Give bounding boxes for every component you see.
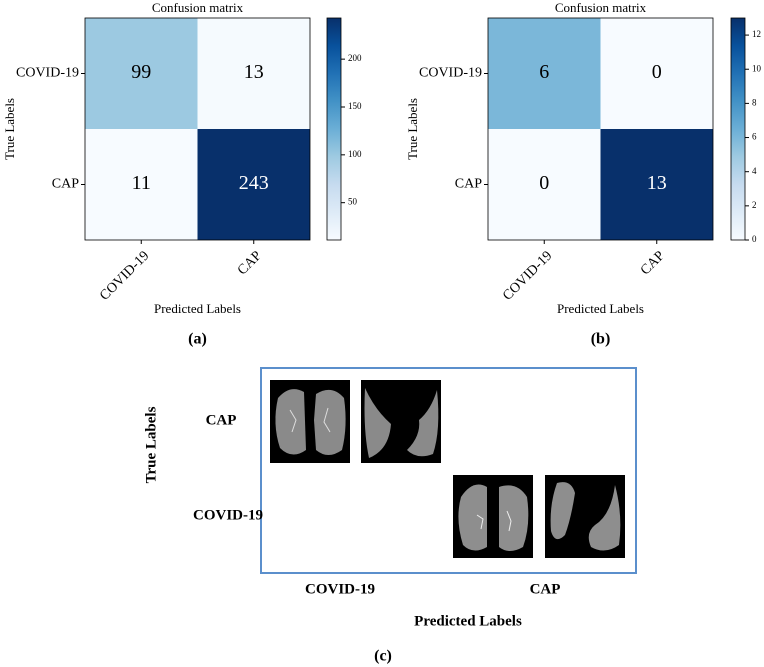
cell-label: 6 xyxy=(539,61,549,83)
colorbar-tick-label: 200 xyxy=(348,53,362,63)
y-tick-label: COVID-19 xyxy=(16,66,79,81)
cell-label: 11 xyxy=(132,172,151,194)
cell-label: 13 xyxy=(244,61,264,83)
cell xyxy=(600,129,713,240)
cell xyxy=(488,18,601,129)
panel-c: CAP COVID-19 COVID-19 CAP True Labels Pr… xyxy=(143,367,637,665)
colorbar-tick-label: 8 xyxy=(752,97,757,107)
y-axis-label: True Labels xyxy=(143,406,159,483)
colorbar-tick-label: 6 xyxy=(752,132,757,142)
ct-image xyxy=(545,475,625,558)
chart-title: Confusion matrix xyxy=(555,0,647,15)
y-axis-label: True Labels xyxy=(2,98,17,160)
ct-image xyxy=(361,380,441,463)
colorbar-tick-label: 0 xyxy=(752,234,757,244)
ct-image xyxy=(270,380,350,463)
colorbar-tick-label: 2 xyxy=(752,200,757,210)
row-label: CAP xyxy=(206,412,237,428)
colorbar-tick-label: 150 xyxy=(348,101,362,111)
frame xyxy=(260,367,637,574)
cell xyxy=(600,18,713,129)
x-tick-label: COVID-19 xyxy=(500,248,555,303)
y-tick-label: CAP xyxy=(52,177,79,192)
x-tick-label: CAP xyxy=(638,248,668,278)
colorbar-tick-label: 10 xyxy=(752,63,762,73)
y-axis-label: True Labels xyxy=(405,98,420,160)
caption: (a) xyxy=(188,331,207,348)
cell-label: 243 xyxy=(239,172,269,194)
colorbar xyxy=(730,17,746,241)
ct-image xyxy=(453,475,533,558)
cell xyxy=(488,129,601,240)
chart-title: Confusion matrix xyxy=(152,0,244,15)
x-axis-label: Predicted Labels xyxy=(557,301,644,316)
cell-label: 99 xyxy=(131,61,151,83)
colorbar xyxy=(326,17,342,241)
cell xyxy=(197,129,310,240)
col-label: CAP xyxy=(530,581,561,597)
cell-label: 0 xyxy=(539,172,549,194)
col-label: COVID-19 xyxy=(305,581,375,597)
colorbar-tick-label: 100 xyxy=(348,149,362,159)
colorbar-tick-label: 12 xyxy=(752,29,761,39)
caption: (c) xyxy=(374,648,392,665)
x-axis-label: Predicted Labels xyxy=(154,301,241,316)
plot-frame xyxy=(487,17,714,241)
colorbar-tick-label: 4 xyxy=(752,166,757,176)
cell-label: 0 xyxy=(652,61,662,83)
y-tick-label: CAP xyxy=(455,177,482,192)
colorbar-tick-label: 50 xyxy=(348,197,358,207)
row-label: COVID-19 xyxy=(193,507,263,523)
plot-frame xyxy=(84,17,311,241)
cell-label: 13 xyxy=(647,172,667,194)
cell xyxy=(85,18,198,129)
y-tick-label: COVID-19 xyxy=(419,66,482,81)
x-tick-label: COVID-19 xyxy=(97,248,152,303)
x-axis-label: Predicted Labels xyxy=(414,613,522,629)
caption: (b) xyxy=(591,331,611,348)
x-tick-label: CAP xyxy=(235,248,265,278)
cell xyxy=(85,129,198,240)
cell xyxy=(197,18,310,129)
